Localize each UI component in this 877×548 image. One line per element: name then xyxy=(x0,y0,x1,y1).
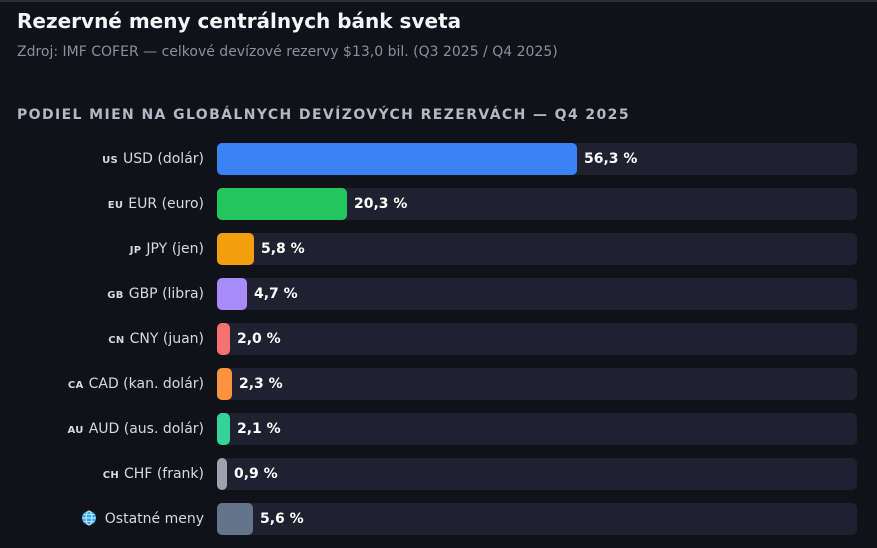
page-title: Rezervné meny centrálnych bánk sveta xyxy=(17,9,462,33)
bar-chf-frank xyxy=(217,458,227,490)
country-code: CA xyxy=(67,380,84,391)
bar-track xyxy=(217,368,857,400)
bar-row-gbp-libra: GB GBP (libra) 4,7 % xyxy=(0,278,877,310)
category-label: EU EUR (euro) xyxy=(108,188,204,220)
bar-ostatne-meny xyxy=(217,503,253,535)
category-name: EUR (euro) xyxy=(128,196,204,212)
category-name: AUD (aus. dolár) xyxy=(88,421,204,437)
country-code: US xyxy=(102,155,119,166)
bar-row-chf-frank: CH CHF (frank) 0,9 % xyxy=(0,458,877,490)
bar-track xyxy=(217,503,857,535)
bar-cny-juan xyxy=(217,323,230,355)
category-label: JP JPY (jen) xyxy=(130,233,204,265)
bar-jpy-jen xyxy=(217,233,254,265)
country-code: AU xyxy=(67,425,84,436)
value-label: 0,9 % xyxy=(234,466,278,482)
value-label: 56,3 % xyxy=(584,151,638,167)
country-code: JP xyxy=(129,245,142,256)
category-label: CH CHF (frank) xyxy=(103,458,204,490)
bar-aud-aus-dolar xyxy=(217,413,230,445)
category-label: Ostatné meny xyxy=(81,503,204,535)
bar-row-usd-dolar: US USD (dolár) 56,3 % xyxy=(0,143,877,175)
category-label: CN CNY (juan) xyxy=(108,323,204,355)
bar-cad-kan-dolar xyxy=(217,368,232,400)
value-label: 5,6 % xyxy=(260,511,304,527)
category-name: JPY (jen) xyxy=(146,241,204,257)
country-code: CH xyxy=(102,470,120,481)
bar-eur-euro xyxy=(217,188,347,220)
bar-gbp-libra xyxy=(217,278,247,310)
globe-icon xyxy=(81,510,96,526)
bar-track xyxy=(217,413,857,445)
value-label: 2,0 % xyxy=(237,331,281,347)
country-code: GB xyxy=(107,290,124,301)
category-name: CNY (juan) xyxy=(129,331,204,347)
chart-heading: PODIEL MIEN NA GLOBÁLNYCH DEVÍZOVÝCH REZ… xyxy=(17,107,630,123)
bar-row-cny-juan: CN CNY (juan) 2,0 % xyxy=(0,323,877,355)
category-name: CAD (kan. dolár) xyxy=(88,376,204,392)
bar-row-cad-kan-dolar: CA CAD (kan. dolár) 2,3 % xyxy=(0,368,877,400)
category-label: GB GBP (libra) xyxy=(107,278,204,310)
value-label: 4,7 % xyxy=(254,286,298,302)
bar-track xyxy=(217,323,857,355)
value-label: 2,1 % xyxy=(237,421,281,437)
bar-track xyxy=(217,458,857,490)
category-name: GBP (libra) xyxy=(128,286,204,302)
bar-row-ostatne-meny: Ostatné meny 5,6 % xyxy=(0,503,877,535)
category-name: USD (dolár) xyxy=(123,151,204,167)
bar-row-jpy-jen: JP JPY (jen) 5,8 % xyxy=(0,233,877,265)
top-divider xyxy=(0,0,877,2)
value-label: 2,3 % xyxy=(239,376,283,392)
page-subtitle: Zdroj: IMF COFER — celkové devízové reze… xyxy=(17,44,558,60)
category-name: Ostatné meny xyxy=(104,511,204,527)
bar-row-aud-aus-dolar: AU AUD (aus. dolár) 2,1 % xyxy=(0,413,877,445)
bar-usd-dolar xyxy=(217,143,577,175)
bar-track xyxy=(217,278,857,310)
bar-row-eur-euro: EU EUR (euro) 20,3 % xyxy=(0,188,877,220)
category-label: CA CAD (kan. dolár) xyxy=(68,368,204,400)
value-label: 20,3 % xyxy=(354,196,408,212)
category-label: US USD (dolár) xyxy=(102,143,204,175)
country-code: CN xyxy=(108,335,125,346)
bar-track xyxy=(217,233,857,265)
country-code: EU xyxy=(107,200,124,211)
category-name: CHF (frank) xyxy=(124,466,204,482)
category-label: AU AUD (aus. dolár) xyxy=(68,413,204,445)
value-label: 5,8 % xyxy=(261,241,305,257)
